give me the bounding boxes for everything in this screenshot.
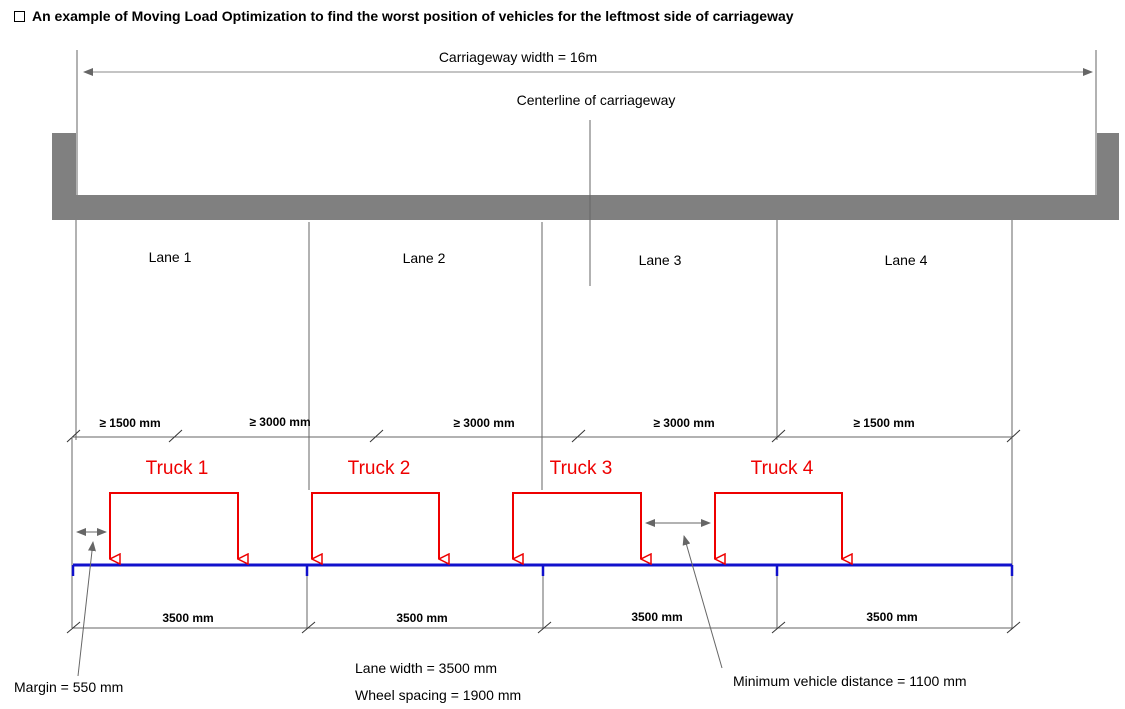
spacing-label-5: ≥ 1500 mm xyxy=(853,416,914,430)
lane-width-label-1: 3500 mm xyxy=(162,611,213,625)
lane-width-ticks xyxy=(66,621,1021,634)
margin-leader xyxy=(77,541,96,677)
carriageway-width-label: Carriageway width = 16m xyxy=(439,49,597,65)
spacing-label-3: ≥ 3000 mm xyxy=(453,416,514,430)
spacing-label-4: ≥ 3000 mm xyxy=(653,416,714,430)
truck-4: Truck 4 xyxy=(714,458,842,559)
spacing-label-1: ≥ 1500 mm xyxy=(99,416,160,430)
min-vehicle-distance-note: Minimum vehicle distance = 1100 mm xyxy=(733,673,967,689)
left-barrier xyxy=(52,133,76,195)
margin-note: Margin = 550 mm xyxy=(14,679,123,695)
truck-label-4: Truck 4 xyxy=(751,458,814,479)
vehicle-distance-leader xyxy=(682,535,723,669)
truck-1: Truck 1 xyxy=(109,458,238,559)
centerline-label: Centerline of carriageway xyxy=(517,92,676,108)
truck-label-1: Truck 1 xyxy=(146,458,209,479)
truck-label-2: Truck 2 xyxy=(348,458,411,479)
wheel-spacing-note: Wheel spacing = 1900 mm xyxy=(355,687,521,703)
truck-label-3: Truck 3 xyxy=(550,458,613,479)
spacing-ticks xyxy=(66,429,1021,443)
lane-width-label-3: 3500 mm xyxy=(631,610,682,624)
lane-width-note: Lane width = 3500 mm xyxy=(355,660,497,676)
lane-label-1: Lane 1 xyxy=(149,249,192,265)
diagram-title: An example of Moving Load Optimization t… xyxy=(32,8,794,24)
right-barrier xyxy=(1097,133,1119,195)
deck-slab xyxy=(52,195,1119,220)
lane-label-3: Lane 3 xyxy=(639,252,682,268)
lane-width-label-4: 3500 mm xyxy=(866,610,917,624)
checkbox-icon xyxy=(14,10,25,22)
truck-3: Truck 3 xyxy=(512,458,641,559)
title-row: An example of Moving Load Optimization t… xyxy=(14,6,794,26)
lane-label-2: Lane 2 xyxy=(403,250,446,266)
lane-width-label-2: 3500 mm xyxy=(396,611,447,625)
truck-2: Truck 2 xyxy=(311,458,439,559)
spacing-label-2: ≥ 3000 mm xyxy=(249,415,310,429)
lane-label-4: Lane 4 xyxy=(885,252,928,268)
lane-bar-ticks xyxy=(71,565,1014,576)
